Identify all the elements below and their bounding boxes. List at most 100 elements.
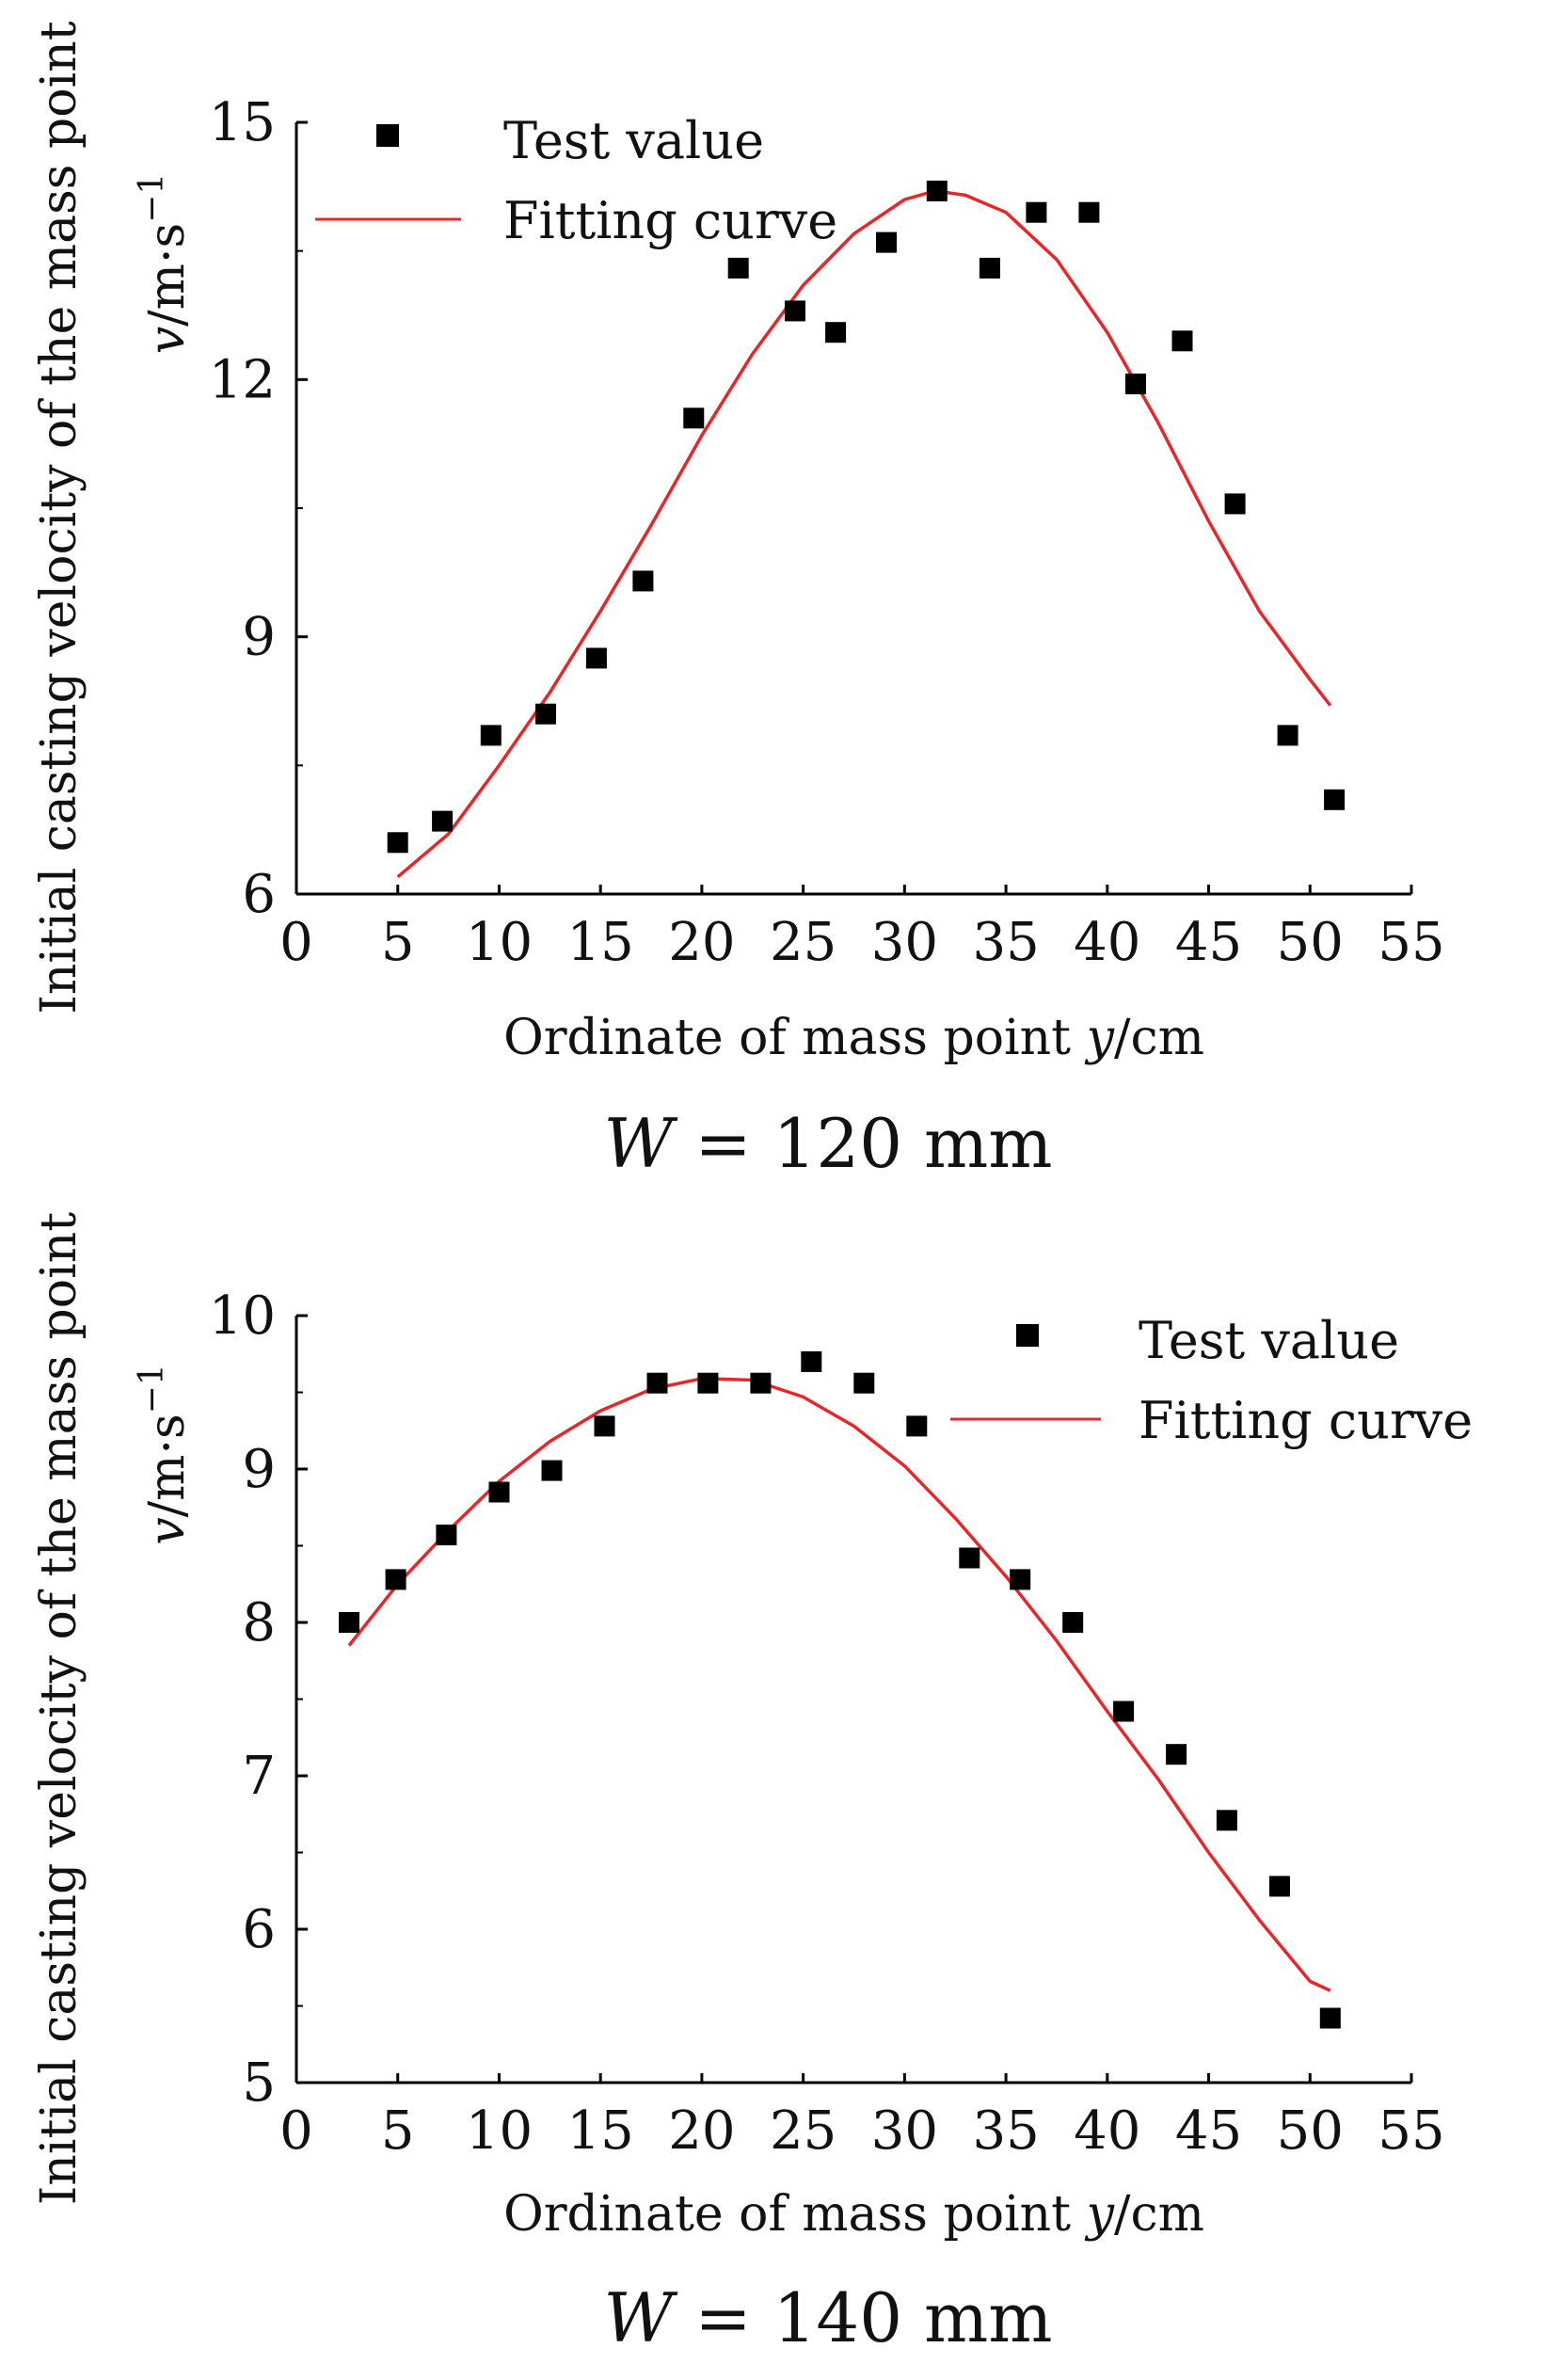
test-point [594,1415,615,1437]
x-tick-label: 30 [871,912,938,973]
y-tick-label: 6 [242,864,276,925]
y-axis-unit-exp: −1 [133,1364,171,1414]
test-point [1166,1744,1187,1765]
test-point [1277,725,1298,746]
legend-test-label: Test value [503,111,764,170]
y-axis-unit-exp: −1 [133,173,171,223]
test-point [1062,1612,1084,1633]
y-axis-unit-text: /m·s [139,223,196,327]
test-point [632,570,654,592]
y-axis-unit: v/m·s−1 [133,173,196,355]
x-axis-title-text: Ordinate of mass point [503,1010,1087,1066]
x-tick-label: 35 [972,912,1039,973]
y-tick-label: 9 [242,607,276,668]
chart-caption: W = 140 mm [604,2278,1053,2357]
test-points-layer [387,180,1346,854]
chart-w120: 0 5 10 15 20 25 30 35 40 45 50 55 6 9 12 15 Test value … [31,21,1445,1183]
x-tick-label: 55 [1378,912,1444,973]
chart-caption: W = 120 mm [604,1104,1053,1183]
test-point [385,1569,406,1590]
x-tick-label: 55 [1378,2100,1444,2162]
test-point [1319,2007,1341,2029]
x-tick-label: 10 [466,912,533,973]
test-point [785,300,805,322]
test-point [853,1372,875,1394]
x-axis-title: Ordinate of mass point y/cm [503,1010,1204,1066]
fitting-curve-layer [396,189,1332,879]
y-tick-label: 6 [242,1899,276,1960]
test-point [646,1372,668,1394]
legend-fit-label: Fitting curve [503,191,837,250]
legend: Test value Fitting curve [315,111,837,250]
test-point [727,257,749,279]
x-tick-label: 25 [770,912,836,973]
y-axis-title: Initial casting velocity of the mass poi… [31,21,88,1014]
test-point [1216,1810,1237,1831]
x-axis-title-unit: /cm [1114,2186,1204,2243]
y-axis-unit-var: v [139,1517,196,1544]
test-point [1125,373,1146,394]
test-point [1224,493,1246,515]
test-point [480,725,502,746]
caption-eq: = [674,2278,773,2357]
plot-area: 0 5 10 15 20 25 30 35 40 45 50 55 6 9 12 15 [209,92,1445,973]
x-axis-title-var: y [1085,1010,1115,1066]
x-tick-label: 5 [381,2100,415,2162]
test-points-layer [339,1350,1341,2029]
legend-test-label: Test value [1139,1311,1399,1370]
y-tick-label: 7 [242,1746,276,1807]
x-axis-title-var: y [1085,2186,1115,2243]
test-point [750,1372,772,1394]
x-tick-label: 20 [668,2100,735,2162]
test-point [432,810,454,832]
test-point [535,703,556,725]
x-tick-label: 45 [1175,912,1242,973]
test-point [1010,1569,1031,1590]
y-axis-title: Initial casting velocity of the mass poi… [31,1212,88,2205]
test-point [1324,789,1346,810]
test-point [697,1372,719,1394]
y-tick-label: 8 [242,1592,276,1653]
caption-var: W [604,2278,678,2357]
x-tick-label: 50 [1277,2100,1344,2162]
x-axis-title-unit: /cm [1114,1010,1204,1066]
test-point [585,647,607,669]
x-tick-label: 5 [381,912,415,973]
caption-eq: = [674,1104,773,1183]
x-tick-label: 0 [279,912,313,973]
y-tick-label: 10 [209,1286,276,1347]
legend-fit-label: Fitting curve [1139,1391,1473,1450]
x-tick-label: 15 [567,912,634,973]
test-point [825,322,847,343]
test-point [1113,1701,1135,1722]
y-axis-unit-var: v [139,327,196,354]
x-tick-label: 35 [972,2100,1039,2162]
fitting-curve [347,1377,1331,1992]
legend-test-marker [1016,1324,1039,1347]
x-tick-label: 25 [770,2100,836,2162]
y-axis-unit-text: /m·s [139,1414,196,1517]
test-point [959,1547,980,1569]
x-tick-label: 40 [1074,912,1140,973]
test-point [1078,201,1100,223]
test-point [1269,1876,1290,1897]
caption-value: 120 mm [773,1104,1053,1183]
test-point [339,1612,359,1633]
legend: Test value Fitting curve [950,1311,1473,1450]
x-tick-label: 10 [466,2100,533,2162]
y-axis-unit: v/m·s−1 [133,1364,196,1545]
test-point [1171,330,1193,352]
legend-test-marker [376,124,399,147]
test-point [1026,201,1047,223]
test-point [541,1460,563,1481]
test-point [683,407,705,429]
x-tick-label: 40 [1074,2100,1140,2162]
caption-var: W [604,1104,678,1183]
test-point [436,1525,457,1546]
test-point [926,180,948,201]
fitting-curve [396,189,1332,879]
x-tick-label: 45 [1175,2100,1242,2162]
